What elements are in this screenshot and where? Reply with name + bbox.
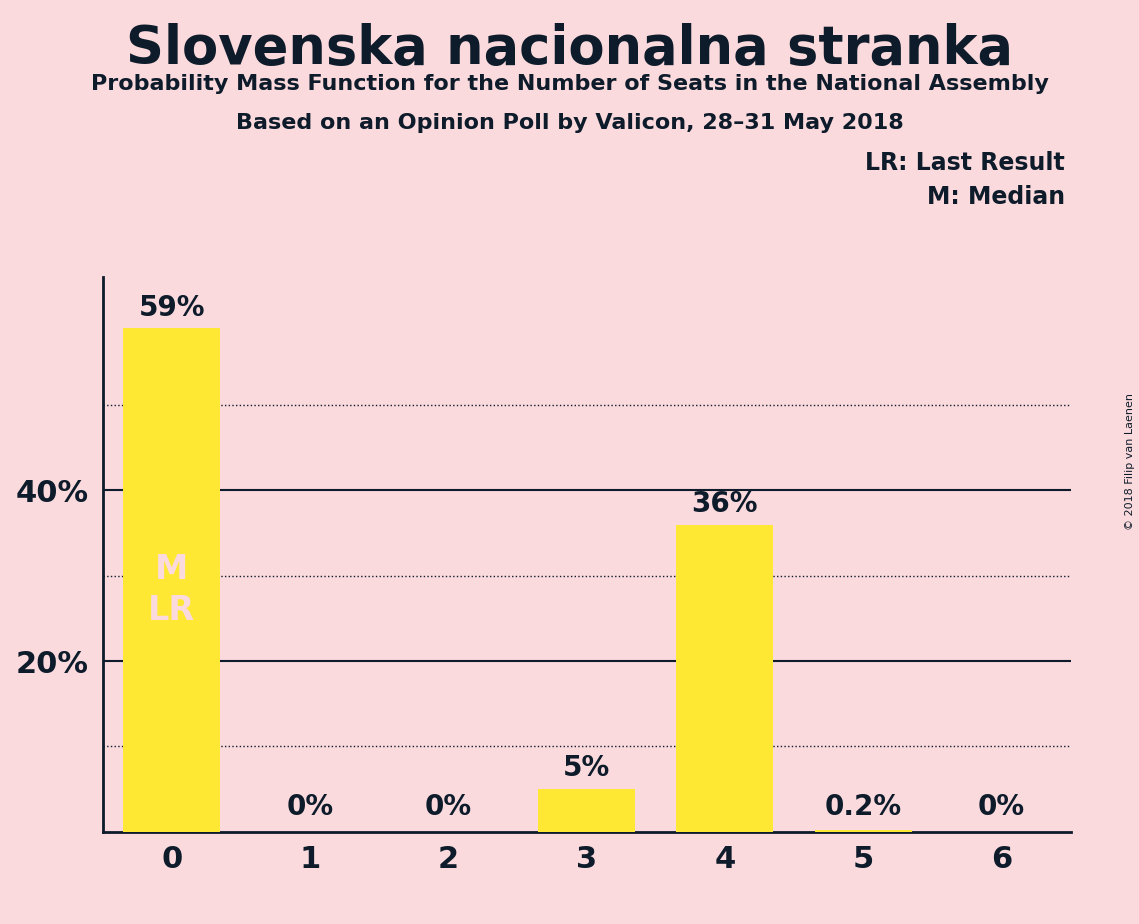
Text: Probability Mass Function for the Number of Seats in the National Assembly: Probability Mass Function for the Number…	[91, 74, 1048, 94]
Text: LR: Last Result: LR: Last Result	[866, 151, 1065, 175]
Text: 0%: 0%	[286, 794, 334, 821]
Text: 0%: 0%	[425, 794, 472, 821]
Text: Based on an Opinion Poll by Valicon, 28–31 May 2018: Based on an Opinion Poll by Valicon, 28–…	[236, 113, 903, 133]
Text: 5%: 5%	[563, 754, 611, 782]
Text: Slovenska nacionalna stranka: Slovenska nacionalna stranka	[126, 23, 1013, 75]
Bar	[538, 789, 634, 832]
Bar	[814, 830, 911, 832]
Text: M: Median: M: Median	[927, 185, 1065, 209]
Text: 59%: 59%	[139, 294, 205, 322]
Text: M
LR: M LR	[148, 553, 195, 627]
Text: 0%: 0%	[978, 794, 1025, 821]
Bar	[123, 328, 220, 832]
Text: 36%: 36%	[691, 490, 759, 517]
Bar	[677, 525, 773, 832]
Text: © 2018 Filip van Laenen: © 2018 Filip van Laenen	[1125, 394, 1134, 530]
Text: 0.2%: 0.2%	[825, 794, 902, 821]
